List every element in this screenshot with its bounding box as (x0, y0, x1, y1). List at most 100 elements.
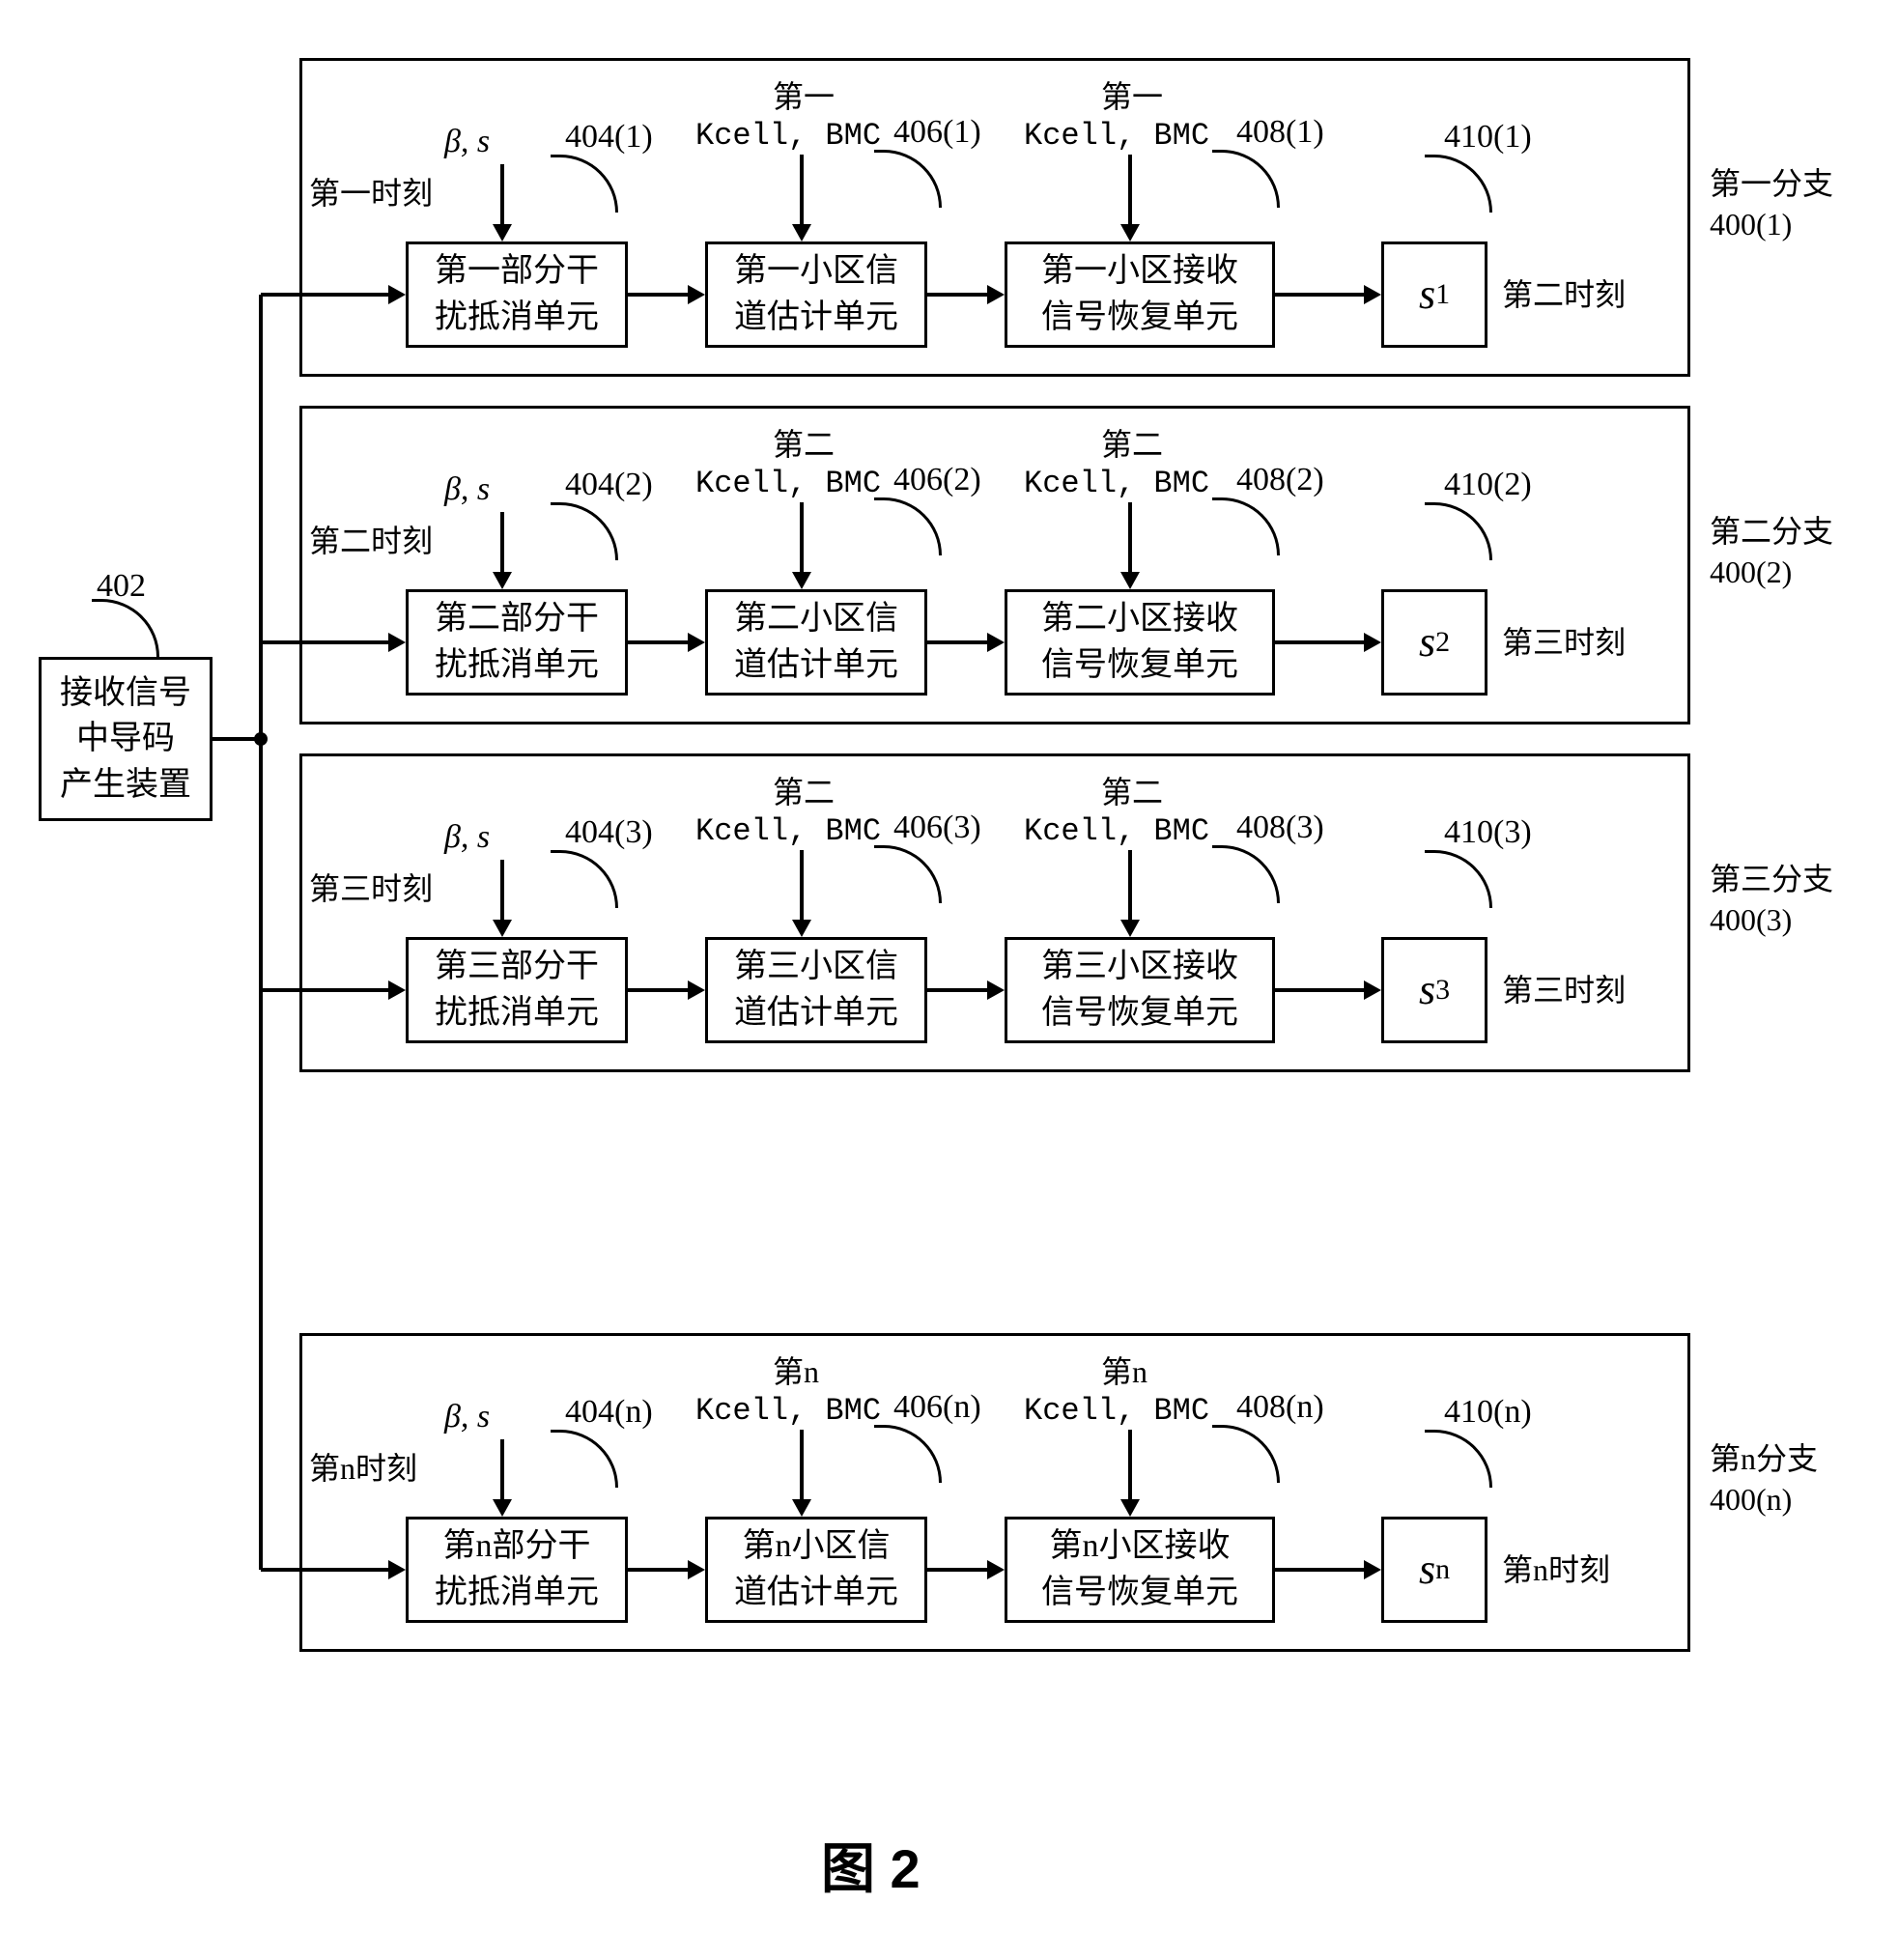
ce-box-1: 第一小区信道估计单元 (705, 241, 927, 348)
time-out-3: 第三时刻 (1502, 971, 1626, 1011)
arrow-line (1128, 1430, 1132, 1501)
arrow-head-right (388, 285, 406, 304)
arrow-line (500, 860, 504, 922)
vdash (259, 1198, 263, 1215)
element: s (1419, 960, 1435, 1020)
arrow-head-down (493, 572, 512, 589)
label: 404(2) (565, 464, 653, 506)
arrow-head-down (1120, 1499, 1140, 1517)
arrow-line (261, 988, 390, 992)
label: 第二 (773, 425, 835, 466)
out-box-3: s3 (1381, 937, 1487, 1043)
ce-box-2: 第二小区信道估计单元 (705, 589, 927, 696)
label: 406(3) (893, 807, 981, 849)
vdash (259, 1265, 263, 1283)
arrow-head-right (987, 285, 1005, 304)
ce-box-n: 第n小区信道估计单元 (705, 1517, 927, 1623)
element: s (1419, 265, 1435, 325)
time-in-n: 第n时刻 (309, 1449, 417, 1490)
label: β, s (444, 1396, 490, 1438)
arrow-line (261, 1568, 390, 1572)
label: 410(3) (1444, 811, 1532, 854)
vdash (259, 1299, 263, 1317)
element: 3 (1435, 970, 1450, 1010)
arrow-head-down (792, 224, 811, 241)
arrow-head-right (1364, 285, 1381, 304)
label: Kcell, BMC (1024, 464, 1209, 504)
arrow-line (1128, 502, 1132, 574)
label: 408(3) (1236, 807, 1324, 849)
label: 408(1) (1236, 111, 1324, 154)
element: n (1435, 1549, 1450, 1590)
element: 2 (1435, 622, 1450, 663)
label: Kcell, BMC (695, 116, 881, 156)
arrow-line (628, 293, 690, 297)
label: 第n (773, 1352, 819, 1393)
label: β, s (444, 469, 490, 511)
arrow-head-right (987, 980, 1005, 1000)
rec-box-2: 第二小区接收信号恢复单元 (1005, 589, 1275, 696)
label: β, s (444, 121, 490, 163)
arrow-head-down (1120, 224, 1140, 241)
label: 408(n) (1236, 1386, 1324, 1429)
element: s (1419, 612, 1435, 672)
branch-label-2: 第二分支400(2) (1710, 512, 1833, 592)
time-in-1: 第一时刻 (309, 174, 433, 214)
arrow-line (500, 1439, 504, 1501)
arrow-line (261, 293, 390, 297)
arrow-line (259, 295, 263, 1570)
time-in-2: 第二时刻 (309, 522, 433, 562)
arrow-head-right (987, 1560, 1005, 1579)
label: 第二 (773, 773, 835, 813)
arrow-head-down (493, 1499, 512, 1517)
rec-box-n: 第n小区接收信号恢复单元 (1005, 1517, 1275, 1623)
arrow-line (927, 293, 989, 297)
label: 406(n) (893, 1386, 981, 1429)
out-box-2: s2 (1381, 589, 1487, 696)
figure-title: 图 2 (821, 1826, 921, 1904)
time-out-n: 第n时刻 (1502, 1550, 1610, 1591)
arrow-head-right (688, 285, 705, 304)
arrow-head-right (688, 1560, 705, 1579)
label: Kcell, BMC (695, 811, 881, 852)
arrow-head-down (493, 920, 512, 937)
arrow-line (927, 640, 989, 644)
label: Kcell, BMC (1024, 116, 1209, 156)
label: 408(2) (1236, 459, 1324, 501)
label: 406(2) (893, 459, 981, 501)
label: β, s (444, 816, 490, 859)
arrow-line (1275, 1568, 1366, 1572)
arrow-line (1275, 293, 1366, 297)
arrow-line (261, 640, 390, 644)
label: Kcell, BMC (1024, 1391, 1209, 1432)
arrow-head-right (688, 980, 705, 1000)
callout (92, 599, 159, 657)
label: Kcell, BMC (1024, 811, 1209, 852)
ce-box-3: 第三小区信道估计单元 (705, 937, 927, 1043)
arrow-line (628, 640, 690, 644)
label: 410(2) (1444, 464, 1532, 506)
arrow-head-down (792, 1499, 811, 1517)
label: 406(1) (893, 111, 981, 154)
time-out-2: 第三时刻 (1502, 623, 1626, 664)
arrow-line (1275, 988, 1366, 992)
arrow-line (800, 850, 804, 922)
arrow-head-down (1120, 920, 1140, 937)
out-box-n: sn (1381, 1517, 1487, 1623)
arrow-head-right (1364, 633, 1381, 652)
arrow-head-right (388, 633, 406, 652)
element: s (1419, 1540, 1435, 1600)
arrow-head-down (493, 224, 512, 241)
dot (254, 732, 268, 746)
branch-label-1: 第一分支400(1) (1710, 164, 1833, 244)
branch-label-3: 第三分支400(3) (1710, 860, 1833, 940)
out-box-1: s1 (1381, 241, 1487, 348)
arrow-head-right (388, 1560, 406, 1579)
vdash (259, 1232, 263, 1249)
arrow-line (1128, 850, 1132, 922)
pic-box-1: 第一部分干扰抵消单元 (406, 241, 628, 348)
pic-box-n: 第n部分干扰抵消单元 (406, 1517, 628, 1623)
label: 404(1) (565, 116, 653, 158)
arrow-line (800, 1430, 804, 1501)
label: Kcell, BMC (695, 1391, 881, 1432)
